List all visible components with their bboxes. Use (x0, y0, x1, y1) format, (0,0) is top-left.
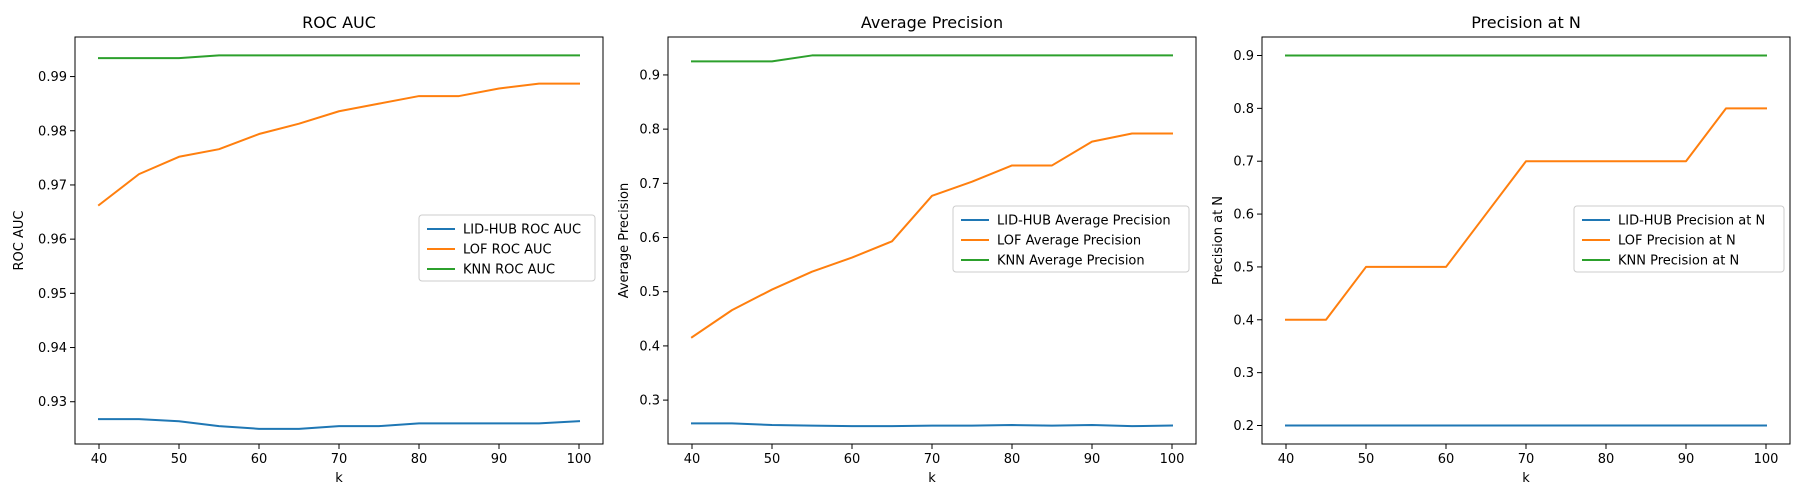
legend-entry: KNN Average Precision (997, 254, 1145, 269)
legend-box (418, 214, 596, 282)
x-tick-label: 100 (1754, 452, 1779, 467)
y-tick-label: 0.5 (639, 285, 660, 300)
x-tick-label: 50 (764, 452, 781, 467)
legend-entry: LID-HUB Precision at N (1618, 214, 1765, 229)
y-tick-label: 0.9 (639, 68, 660, 83)
y-axis-label: Average Precision (617, 183, 632, 299)
chart-title: Precision at N (1471, 13, 1581, 32)
x-tick-label: 40 (684, 452, 701, 467)
x-tick-label: 100 (1160, 452, 1185, 467)
legend: LID-HUB Average Precision LOF Average Pre… (952, 205, 1190, 273)
x-axis-label: k (928, 471, 936, 486)
y-tick-label: 0.99 (38, 70, 67, 85)
x-tick-label: 80 (1598, 452, 1615, 467)
x-axis-label: k (335, 471, 343, 486)
series-line-2 (97, 82, 580, 207)
chart-title: ROC AUC (302, 13, 376, 32)
y-tick-label: 0.4 (1233, 313, 1254, 328)
series-line-2 (1285, 107, 1767, 321)
legend-entry: LOF Precision at N (1618, 234, 1736, 249)
y-tick-label: 0.9 (1233, 49, 1254, 64)
series-line-1 (691, 422, 1174, 428)
x-tick-label: 70 (1518, 452, 1535, 467)
y-axis-label: ROC AUC (12, 211, 27, 271)
y-tick-label: 0.98 (38, 124, 67, 139)
x-tick-label: 100 (567, 452, 592, 467)
y-tick-label: 0.3 (639, 394, 660, 409)
x-tick-label: 40 (1278, 452, 1295, 467)
x-axis-label: k (1522, 471, 1530, 486)
y-tick-label: 0.6 (1233, 208, 1254, 223)
x-tick-label: 50 (1358, 452, 1375, 467)
x-tick-label: 70 (331, 452, 348, 467)
y-tick-label: 0.3 (1233, 366, 1254, 381)
y-tick-label: 0.8 (639, 123, 660, 138)
x-tick-label: 60 (1438, 452, 1455, 467)
legend-entry: LID-HUB ROC AUC (463, 223, 581, 238)
x-tick-label: 70 (924, 452, 941, 467)
y-tick-label: 0.95 (38, 287, 67, 302)
legend-entry: LOF Average Precision (997, 234, 1141, 249)
y-tick-label: 0.7 (639, 177, 660, 192)
y-tick-label: 0.94 (38, 341, 67, 356)
y-tick-label: 0.5 (1233, 260, 1254, 275)
x-tick-label: 40 (91, 452, 108, 467)
y-tick-label: 0.4 (639, 339, 660, 354)
series-line-2 (690, 132, 1173, 339)
x-tick-label: 90 (1084, 452, 1101, 467)
chart-2: Average Precision 40 50 60 70 80 90 100 0.3 0.4 0.… (617, 13, 1197, 486)
legend-entry: KNN Precision at N (1618, 254, 1739, 269)
legend-entry: KNN ROC AUC (463, 263, 555, 278)
x-tick-label: 60 (251, 452, 268, 467)
y-tick-label: 0.96 (38, 233, 67, 248)
x-tick-label: 60 (844, 452, 861, 467)
series-line-1 (98, 418, 581, 430)
x-tick-label: 80 (1004, 452, 1021, 467)
x-tick-label: 50 (171, 452, 188, 467)
y-tick-label: 0.93 (38, 395, 67, 410)
x-tick-label: 90 (1678, 452, 1695, 467)
legend-entry: LID-HUB Average Precision (997, 214, 1171, 229)
legend-box (952, 205, 1190, 273)
y-tick-label: 0.6 (639, 231, 660, 246)
y-tick-label: 0.8 (1233, 102, 1254, 117)
series-line-3 (691, 54, 1173, 63)
chart-1: ROC AUC 40 50 60 70 80 90 100 0.93 0.94 0.95 0.96 0.… (12, 13, 604, 486)
chart-title: Average Precision (861, 13, 1003, 32)
series-line-3 (98, 54, 580, 60)
y-tick-label: 0.97 (38, 178, 67, 193)
legend: LID-HUB Precision at N LOF Precision at N… (1573, 205, 1785, 273)
x-tick-label: 80 (411, 452, 428, 467)
y-tick-label: 0.2 (1233, 419, 1254, 434)
legend: LID-HUB ROC AUC LOF ROC AUC KNN ROC AUC (418, 214, 596, 282)
y-tick-label: 0.7 (1233, 155, 1254, 170)
chart-3: Precision at N 40 50 60 70 80 90 100 0.2 0.3 0.4 0.… (1211, 13, 1791, 486)
y-axis-label: Precision at N (1211, 196, 1226, 285)
legend-box (1573, 205, 1785, 273)
x-tick-label: 90 (491, 452, 508, 467)
legend-entry: LOF ROC AUC (463, 243, 552, 258)
